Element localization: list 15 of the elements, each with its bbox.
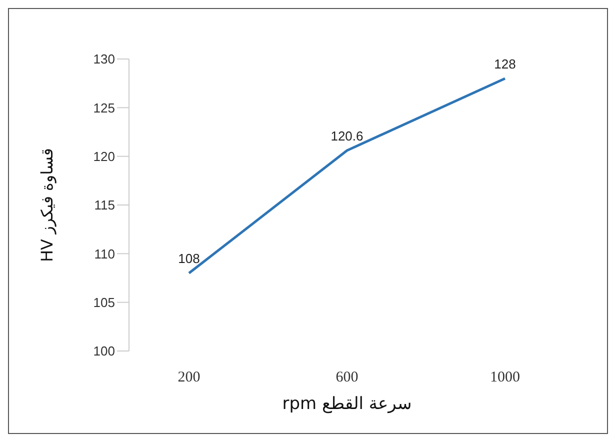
- y-axis-title: قساوة فيكرز HV: [38, 148, 57, 262]
- x-axis-title: سرعة القطع rpm: [282, 394, 412, 414]
- y-tick-label: 110: [94, 246, 115, 262]
- y-tick-label: 115: [94, 198, 115, 213]
- y-tick-label: 120: [93, 148, 115, 164]
- y-tick-label: 125: [93, 100, 115, 116]
- y-tick-label: 130: [93, 52, 115, 67]
- x-tick-label: 200: [178, 370, 200, 386]
- data-label: 128: [494, 56, 516, 72]
- y-tick-label: 105: [93, 294, 115, 310]
- x-tick-label: 600: [336, 370, 358, 386]
- x-tick-label: 1000: [490, 370, 520, 386]
- data-label: 120.6: [330, 128, 364, 144]
- data-label: 108: [178, 251, 200, 266]
- y-tick-label: 100: [93, 344, 115, 359]
